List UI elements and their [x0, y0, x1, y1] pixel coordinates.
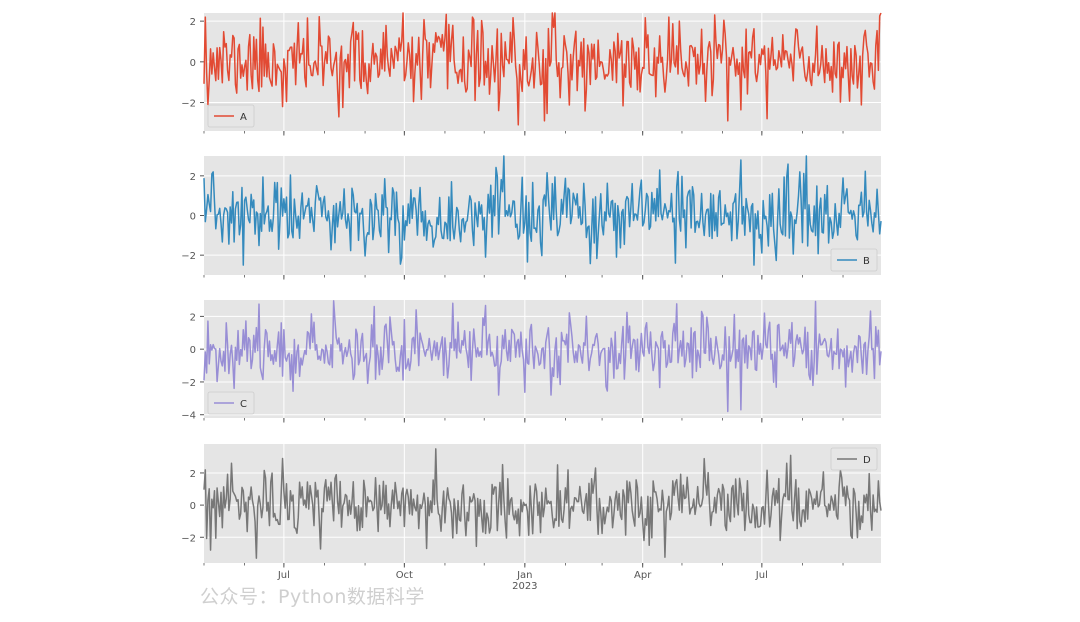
x-tick-label: Jul — [755, 570, 768, 581]
legend: C — [207, 391, 255, 415]
y-tick-label: 0 — [190, 58, 196, 69]
legend: D — [830, 447, 878, 471]
y-tick-label: 0 — [190, 345, 196, 356]
legend: A — [207, 104, 255, 128]
y-tick-label: −2 — [181, 378, 196, 389]
y-tick-label: 2 — [190, 469, 196, 480]
x-tick-sublabel: 2023 — [512, 581, 537, 592]
y-tick-label: −2 — [181, 99, 196, 110]
y-tick-label: 2 — [190, 172, 196, 183]
subplot-B: −2 0 2 B — [181, 155, 882, 280]
x-tick-label: Jul — [277, 570, 290, 581]
x-tick-label: Apr — [634, 570, 652, 581]
y-tick-label: 2 — [190, 17, 196, 28]
series-line-C — [203, 300, 882, 413]
y-tick-label: −4 — [181, 411, 196, 422]
series-line-D — [203, 448, 882, 559]
legend-label: A — [240, 112, 247, 123]
x-tick-label: Jan — [516, 570, 532, 581]
plot-area — [204, 300, 881, 418]
series-line-B — [203, 155, 882, 266]
subplot-C: −4 −2 0 2 C — [181, 300, 882, 423]
series-line-A — [203, 12, 882, 126]
y-tick-label: −2 — [181, 251, 196, 262]
subplot-D: −2 0 2 D — [181, 444, 882, 568]
y-tick-label: −2 — [181, 533, 196, 544]
legend: B — [830, 248, 878, 272]
legend-label: D — [863, 455, 871, 466]
watermark: 公众号：Python数据科学 — [200, 586, 425, 608]
y-tick-label: 0 — [190, 501, 196, 512]
x-tick-label: Oct — [396, 570, 413, 581]
legend-label: B — [863, 256, 870, 267]
subplot-A: −2 0 2 A — [181, 12, 882, 136]
y-tick-label: 2 — [190, 312, 196, 323]
y-tick-label: 0 — [190, 212, 196, 223]
legend-label: C — [240, 399, 247, 410]
